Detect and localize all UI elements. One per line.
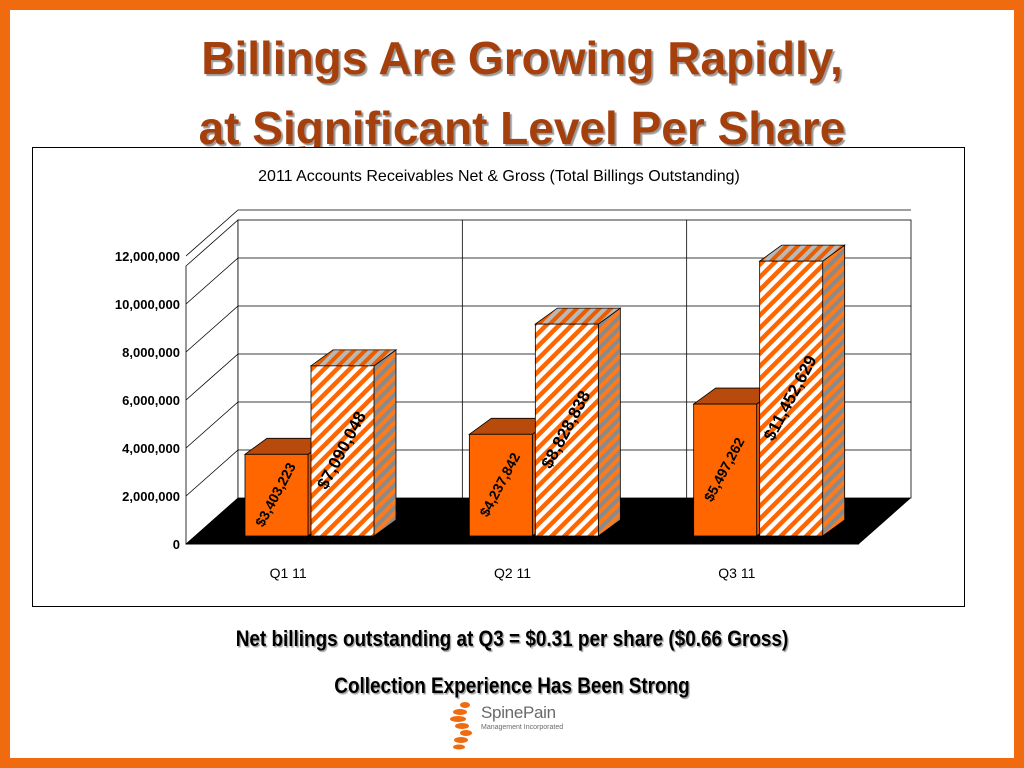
- footnote-net-billings: Net billings outstanding at Q3 = $0.31 p…: [235, 626, 789, 651]
- bar-front: [693, 403, 758, 537]
- bar-side: [822, 244, 846, 537]
- bars: [243, 244, 846, 537]
- bar: [758, 244, 846, 537]
- bar-front: [244, 453, 309, 537]
- chart-frame: 2011 Accounts Receivables Net & Gross (T…: [32, 147, 965, 607]
- bar-chart: 2011 Accounts Receivables Net & Gross (T…: [115, 168, 912, 581]
- y-tick-label: 10,000,000: [115, 297, 180, 312]
- footnote-collection: Collection Experience Has Been Strong: [334, 673, 690, 698]
- bar-side: [597, 307, 621, 537]
- y-tick-label: 2,000,000: [122, 489, 180, 504]
- y-tick-label: 6,000,000: [122, 393, 180, 408]
- x-axis-ticks: Q1 11 Q2 11 Q3 11: [270, 565, 756, 581]
- bar-front: [468, 433, 533, 537]
- x-tick-label: Q3 11: [718, 565, 755, 581]
- spine-logo-icon: [450, 702, 472, 750]
- bar: [534, 307, 622, 537]
- x-tick-label: Q2 11: [494, 565, 531, 581]
- bar-front: [310, 365, 375, 537]
- logo-name: SpinePain: [481, 703, 556, 722]
- chart-title: 2011 Accounts Receivables Net & Gross (T…: [258, 168, 740, 185]
- y-tick-label: 8,000,000: [122, 345, 180, 360]
- gridline: [185, 209, 911, 257]
- slide-title-line-1: Billings Are Growing Rapidly,: [201, 32, 843, 84]
- bar-side: [373, 349, 397, 537]
- y-axis-ticks: 0 2,000,000 4,000,000 6,000,000 8,000,000 10,…: [115, 249, 180, 552]
- bar-front: [534, 323, 599, 537]
- company-logo: SpinePain Management Incorporated: [448, 700, 588, 752]
- x-tick-label: Q1 11: [270, 565, 307, 581]
- y-tick-label: 4,000,000: [122, 441, 180, 456]
- logo-subtitle: Management Incorporated: [481, 724, 564, 731]
- gridlines: [185, 209, 911, 498]
- y-tick-label: 0: [173, 537, 180, 552]
- slide-title-line-2: at Significant Level Per Share: [198, 102, 846, 154]
- y-tick-label: 12,000,000: [115, 249, 180, 264]
- bar-front: [759, 260, 824, 537]
- side-wall: [185, 219, 239, 545]
- bar: [309, 349, 398, 537]
